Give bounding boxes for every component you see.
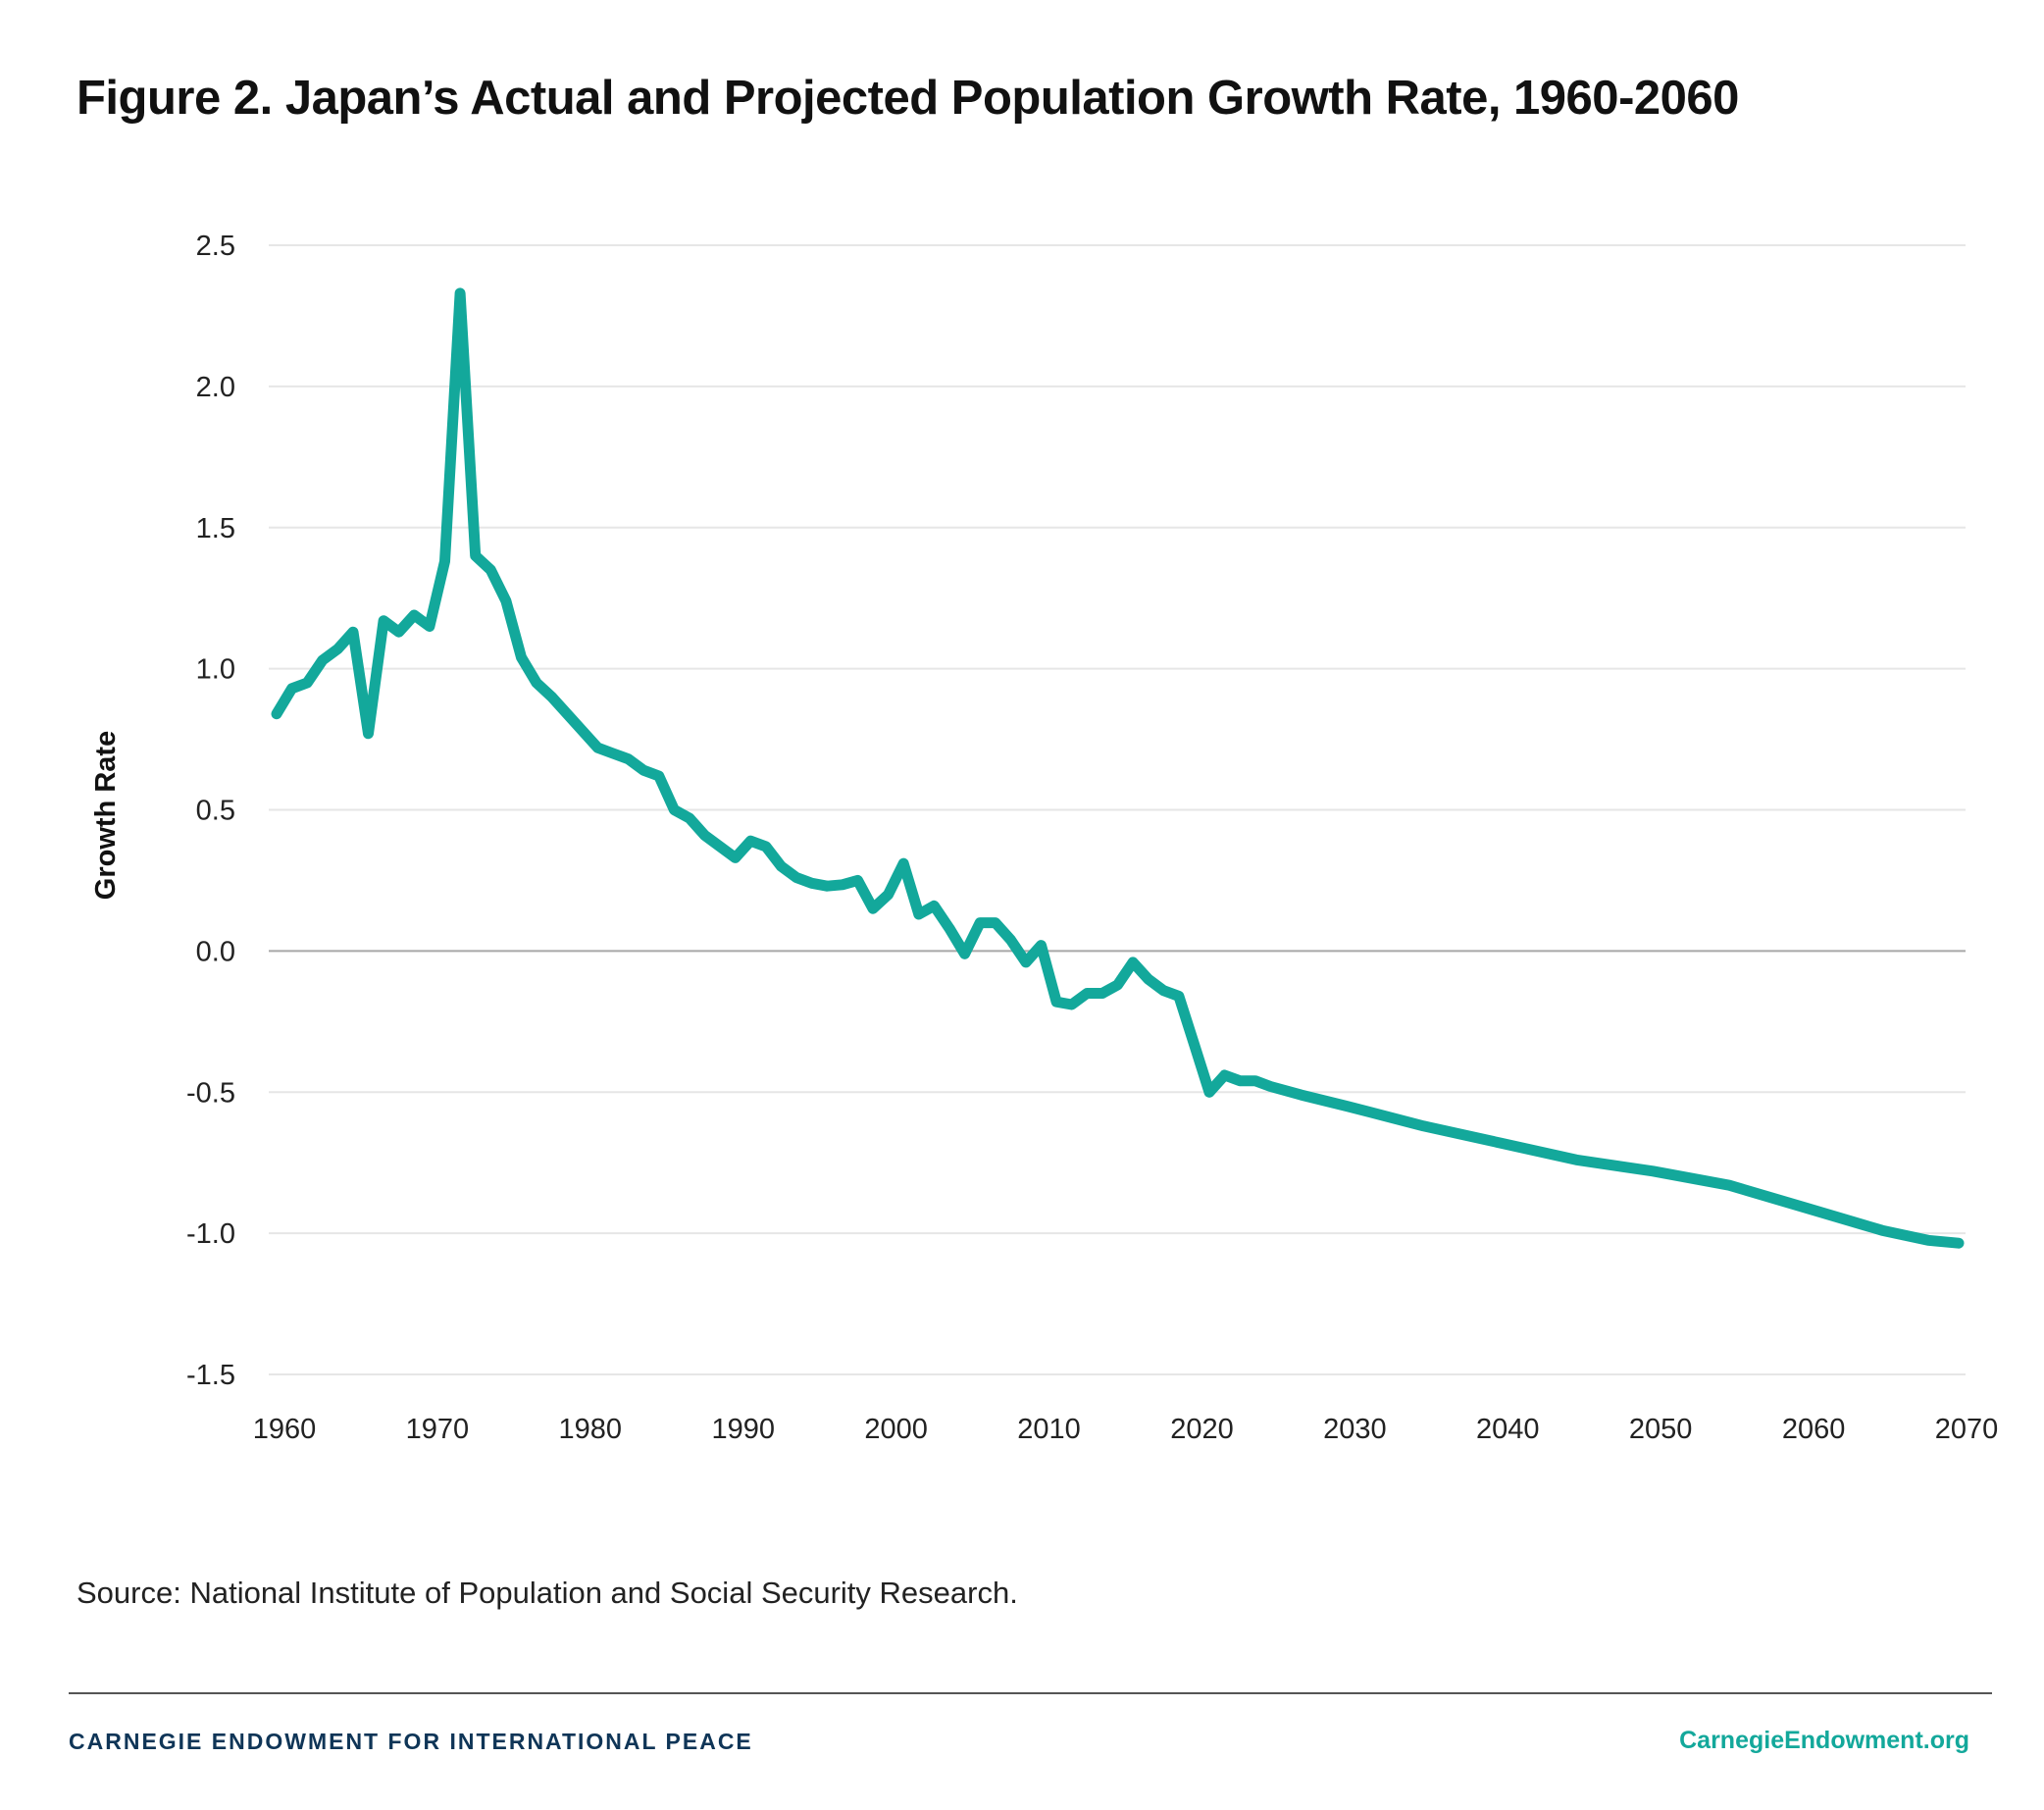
series-line-growth-rate [271,287,1965,1249]
y-tick-label: 0.5 [196,796,235,827]
x-tick-label: 2020 [1170,1414,1234,1445]
x-tick-label: 1960 [253,1414,317,1445]
x-tick-label: 1980 [559,1414,623,1445]
x-tick-label: 2040 [1476,1414,1540,1445]
footer-divider [69,1692,1992,1694]
y-tick-label: -1.0 [186,1218,235,1250]
x-tick-label: 2000 [864,1414,928,1445]
x-tick-label: 2010 [1017,1414,1081,1445]
organization-name: CARNEGIE ENDOWMENT FOR INTERNATIONAL PEA… [69,1729,753,1754]
x-tick-labels: 1960 1970 1980 1990 2000 2010 2020 2030 2040 2050… [253,1414,1999,1445]
y-axis-title: Growth Rate [90,731,122,900]
y-tick-label: 0.0 [196,936,235,967]
x-tick-label: 1970 [406,1414,470,1445]
y-tick-label: 1.5 [196,513,235,544]
x-tick-label: 2070 [1935,1414,1999,1445]
x-tick-label: 1990 [711,1414,775,1445]
x-tick-label: 2060 [1782,1414,1846,1445]
x-tick-label: 2030 [1323,1414,1387,1445]
y-tick-label: -0.5 [186,1077,235,1109]
y-tick-labels: 2.5 2.0 1.5 1.0 0.5 0.0 -0.5 -1.0 -1.5 [186,231,235,1391]
y-tick-label: 2.5 [196,231,235,262]
website-link[interactable]: CarnegieEndowment.org [1679,1727,1969,1754]
y-tick-label: -1.5 [186,1360,235,1391]
y-tick-label: 1.0 [196,654,235,686]
data-points [276,292,1960,1244]
gridlines [269,244,1966,1375]
source-note: Source: National Institute of Population… [77,1576,1018,1610]
x-tick-label: 2050 [1629,1414,1693,1445]
chart-title: Figure 2. Japan’s Actual and Projected P… [77,72,1739,125]
y-tick-label: 2.0 [196,372,235,403]
line-chart: 2.52.01.51.00.50.0-0.5-1.0-1.5 1960 1970 1… [90,231,1999,1445]
